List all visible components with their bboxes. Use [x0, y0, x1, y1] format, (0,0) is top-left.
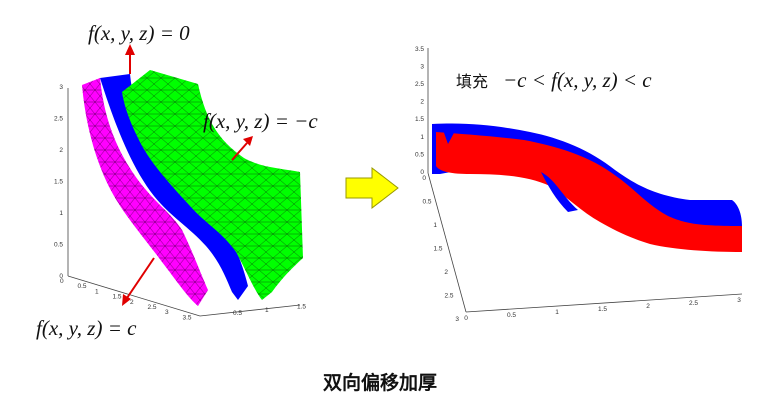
left-x-tick-labels: 0 0.5 1 1.5 2 2.5 3 3.5: [60, 278, 192, 321]
left-axes: [67, 88, 301, 317]
tick-label: 0.5: [422, 199, 431, 206]
tick-label: 0.5: [54, 242, 63, 249]
left-y-tick-labels: 0.5 1 1.5: [233, 304, 306, 317]
filled-region-red: [436, 130, 742, 252]
annotation-arrows: [122, 44, 253, 306]
right-z-tick-labels: 0 0.5 1 1.5 2 2.5 3 3.5: [415, 46, 424, 176]
tick-label: 2.5: [415, 81, 424, 88]
tick-label: 0.5: [78, 283, 87, 290]
tick-label: 2: [420, 99, 424, 106]
tick-label: 2: [130, 299, 134, 306]
tick-label: 1.5: [54, 179, 63, 186]
tick-label: 3.5: [415, 46, 424, 53]
fill-condition-formula: −c < f(x, y, z) < c: [503, 68, 652, 92]
tick-label: 0: [59, 273, 63, 280]
tick-label: 3: [737, 297, 741, 304]
tick-label: 3: [455, 316, 459, 323]
tick-label: 1: [433, 222, 437, 229]
tick-label: 1.5: [433, 246, 442, 253]
transition-arrow-icon: [345, 166, 399, 210]
left-3d-plot: 0 0.5 1 1.5 2 2.5 3 0 0.5 1 1.5 2 2.5 3 3.5 0.5 1 1.5: [36, 21, 318, 340]
fill-condition-label: 填充 −c < f(x, y, z) < c: [456, 68, 652, 92]
tick-label: 1.5: [113, 294, 122, 301]
offset-surface-positive: [82, 78, 208, 306]
tick-label: 1: [59, 210, 63, 217]
tick-label: 0.5: [233, 310, 242, 317]
label-positive-offset: f(x, y, z) = c: [36, 316, 137, 340]
tick-label: 2.5: [148, 304, 157, 311]
tick-label: 2: [59, 147, 63, 154]
label-zero-surface: f(x, y, z) = 0: [88, 21, 190, 45]
right-axes: [427, 48, 743, 313]
label-negative-offset: f(x, y, z) = −c: [203, 109, 318, 133]
tick-label: 3.5: [183, 314, 192, 321]
fill-prefix-text: 填充: [456, 72, 488, 91]
tick-label: 2: [444, 269, 448, 276]
tick-label: 0: [464, 315, 468, 322]
tick-label: 0.5: [415, 151, 424, 158]
tick-label: 1.5: [415, 116, 424, 123]
tick-label: 1: [555, 309, 559, 316]
tick-label: 3: [420, 63, 424, 70]
right-x-tick-labels: 0 0.5 1 1.5 2 2.5 3: [464, 297, 741, 322]
tick-label: 1: [95, 288, 99, 295]
offset-surface-negative: [122, 70, 303, 300]
arrow-to-negative-surface: [231, 136, 253, 161]
tick-label: 1.5: [297, 304, 306, 311]
right-3d-plot: 0 0.5 1 1.5 2 2.5 3 3.5 0 0.5 1 1.5 2 2.5 3 0 0.5 1 1.5 2…: [415, 46, 743, 323]
tick-label: 2: [646, 303, 650, 310]
tick-label: 0.5: [507, 312, 516, 319]
right-y-tick-labels: 0 0.5 1 1.5 2 2.5 3: [422, 175, 459, 323]
tick-label: 3: [165, 309, 169, 316]
arrow-to-positive-surface: [122, 257, 155, 306]
tick-label: 0: [60, 278, 64, 285]
left-z-tick-labels: 0 0.5 1 1.5 2 2.5 3: [54, 84, 63, 280]
tick-label: 3: [59, 84, 63, 91]
arrow-to-zero-surface: [125, 44, 135, 74]
tick-label: 2.5: [444, 293, 453, 300]
tick-label: 0: [422, 175, 426, 182]
tick-label: 2.5: [689, 300, 698, 307]
tick-label: 1.5: [598, 306, 607, 313]
tick-label: 0: [420, 169, 424, 176]
tick-label: 2.5: [54, 116, 63, 123]
tick-label: 1: [420, 134, 424, 141]
tick-label: 1: [265, 307, 269, 314]
figure-caption: 双向偏移加厚: [322, 372, 437, 394]
